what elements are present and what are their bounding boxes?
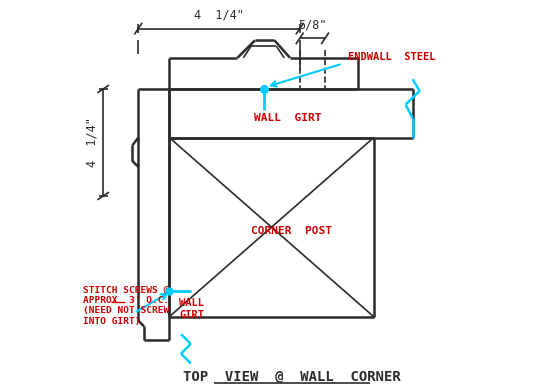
Text: CORNER  POST: CORNER POST	[251, 226, 332, 236]
Text: WALL  GIRT: WALL GIRT	[255, 113, 322, 123]
Text: STITCH SCREWS @
APPROX. 3' O.C.
(NEED NOT SCREW
INTO GIRT): STITCH SCREWS @ APPROX. 3' O.C. (NEED NO…	[82, 285, 169, 326]
Text: 5/8": 5/8"	[298, 18, 326, 31]
Text: ENDWALL  STEEL: ENDWALL STEEL	[348, 52, 436, 62]
Text: 4  1/4": 4 1/4"	[86, 118, 99, 167]
Text: 4  1/4": 4 1/4"	[194, 9, 244, 22]
Text: WALL
GIRT: WALL GIRT	[179, 298, 204, 319]
Text: TOP  VIEW  @  WALL  CORNER: TOP VIEW @ WALL CORNER	[183, 370, 401, 384]
